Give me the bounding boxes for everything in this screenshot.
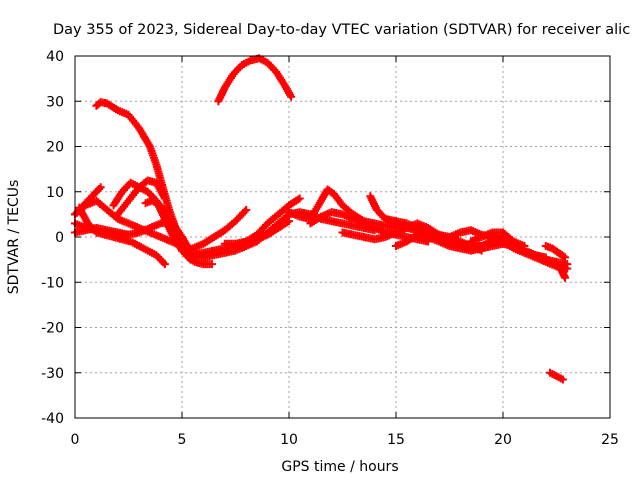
x-tick-label: 5: [178, 432, 187, 448]
grid-lines: [75, 56, 610, 418]
y-tick-label: 0: [55, 230, 64, 246]
series-sat-l: [178, 205, 251, 255]
x-tick-label: 10: [280, 432, 298, 448]
y-tick-label: 10: [46, 185, 64, 201]
y-tick-label: -30: [41, 366, 64, 382]
axis-ticks: 0 5 10 15 20 25 -40 -30 -20 -10 0 10 20 30 40: [41, 49, 619, 448]
x-tick-label: 20: [494, 432, 512, 448]
data-point: [561, 273, 570, 282]
x-tick-label: 15: [387, 432, 405, 448]
data-point: [186, 255, 195, 264]
data-point: [295, 194, 304, 203]
series-sat-j: [214, 54, 296, 106]
y-tick-label: -20: [41, 321, 64, 337]
chart-title: Day 355 of 2023, Sidereal Day-to-day VTE…: [53, 22, 630, 38]
x-tick-label: 0: [71, 432, 80, 448]
y-tick-label: -10: [41, 275, 64, 291]
data-markers: [71, 54, 572, 384]
data-point: [287, 92, 296, 101]
data-point: [207, 260, 216, 269]
series-sat-i: [141, 196, 178, 237]
x-tick-label: 25: [601, 432, 619, 448]
data-point: [559, 252, 568, 261]
data-point: [96, 183, 105, 192]
data-point: [240, 207, 249, 216]
series-sat-h: [113, 176, 169, 219]
data-point: [160, 194, 169, 203]
data-point: [242, 205, 251, 214]
data-point: [558, 375, 567, 384]
y-tick-label: -40: [41, 411, 64, 427]
plot-frame: [74, 55, 611, 419]
data-point: [561, 253, 570, 262]
series-sat-y: [541, 242, 570, 262]
series-sat-z: [556, 264, 570, 282]
data-point: [169, 228, 178, 237]
series-sat-aa: [546, 368, 567, 384]
data-point: [124, 230, 133, 239]
y-axis-label: SDTVAR / TECUs: [6, 180, 22, 295]
y-tick-label: 30: [46, 94, 64, 110]
y-tick-label: 40: [46, 49, 64, 65]
data-point: [160, 260, 169, 269]
x-axis-label: GPS time / hours: [281, 459, 398, 475]
series-sat-d: [92, 98, 216, 269]
series-sat-m: [220, 217, 293, 248]
y-tick-label: 20: [46, 140, 64, 156]
